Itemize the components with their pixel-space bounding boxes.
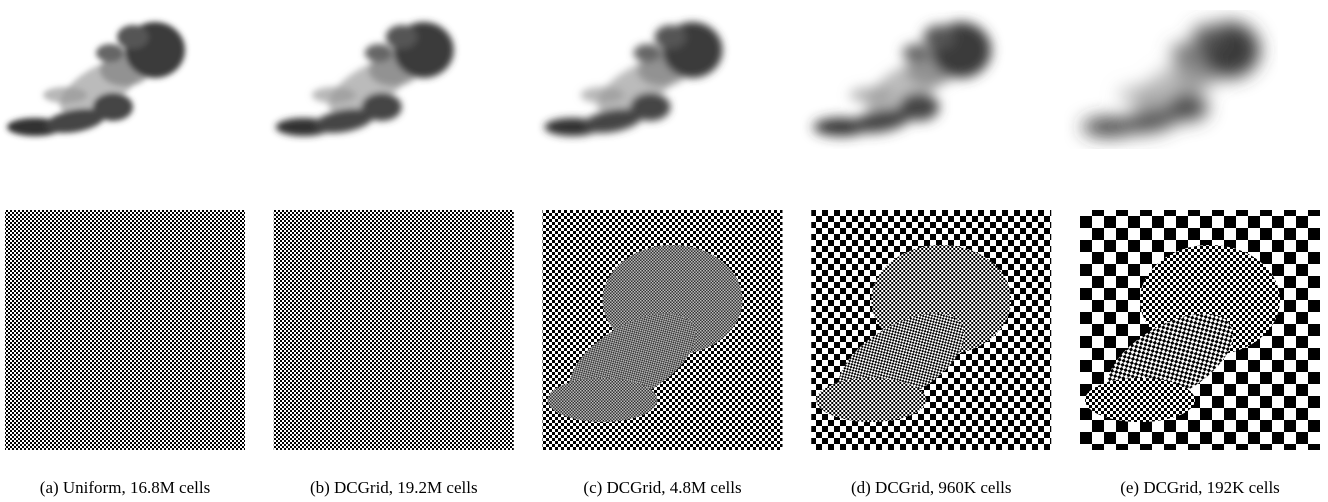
caption: (c) DCGrid, 4.8M cells <box>583 478 741 497</box>
grid-visualization <box>274 210 514 450</box>
smoke-render <box>276 22 454 137</box>
smoke-render <box>813 22 991 137</box>
smoke-render <box>1082 22 1260 137</box>
caption: (b) DCGrid, 19.2M cells <box>310 478 478 497</box>
page: (a) Uniform, 16.8M cells (b) DCGrid, 19.2… <box>0 0 1328 502</box>
smoke-render <box>545 22 723 137</box>
caption: (d) DCGrid, 960K cells <box>851 478 1012 497</box>
figure: (a) Uniform, 16.8M cells (b) DCGrid, 19.2… <box>0 0 1328 502</box>
caption: (e) DCGrid, 192K cells <box>1120 478 1280 497</box>
grid-visualization <box>5 210 245 450</box>
caption: (a) Uniform, 16.8M cells <box>40 478 210 497</box>
smoke-render <box>7 22 185 137</box>
